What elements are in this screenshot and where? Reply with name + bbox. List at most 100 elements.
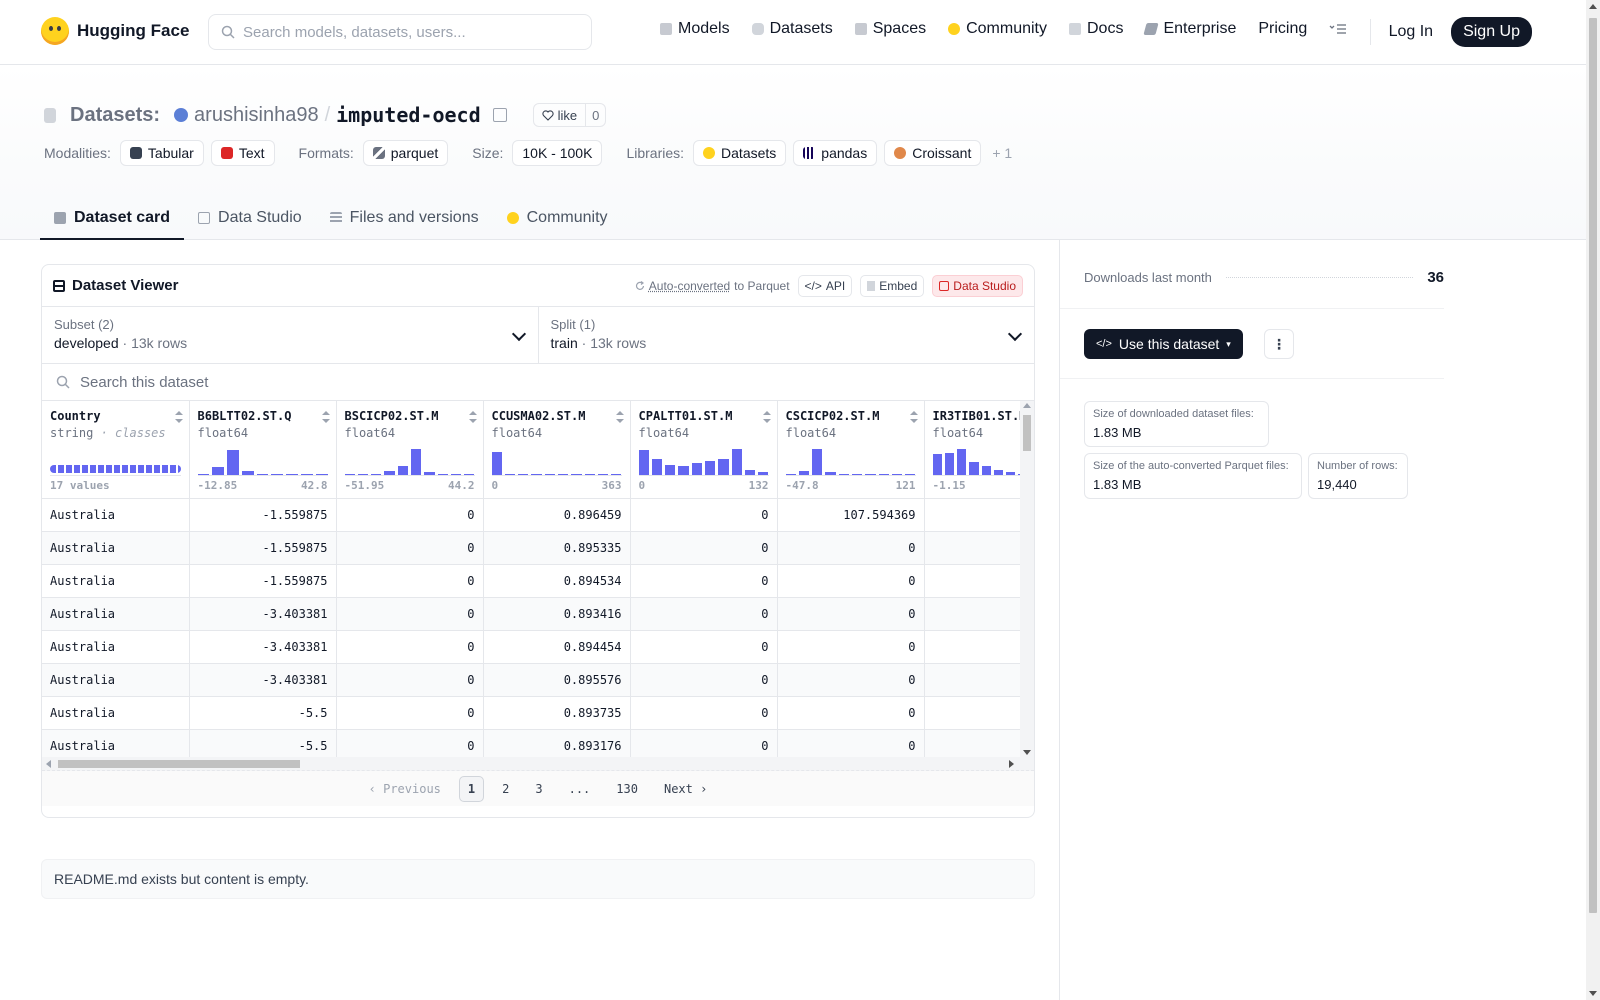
- histogram-bar[interactable]: [993, 470, 1003, 475]
- histogram-bar[interactable]: [718, 459, 729, 475]
- tag-parquet[interactable]: parquet: [362, 140, 449, 166]
- histogram-bar[interactable]: [227, 450, 239, 475]
- histogram-bar[interactable]: [944, 453, 954, 475]
- like-button[interactable]: like 0: [532, 103, 607, 127]
- histogram-bar[interactable]: [825, 472, 836, 475]
- subset-select[interactable]: Subset (2) developed · 13k rows: [42, 307, 538, 363]
- data-studio-button[interactable]: Data Studio: [932, 274, 1023, 297]
- column-header[interactable]: CSCICP02.ST.M float64 -47.8 121: [777, 401, 925, 499]
- class-distribution-bar[interactable]: [50, 448, 181, 476]
- histogram-bar[interactable]: [957, 449, 967, 475]
- use-dataset-button[interactable]: </> Use this dataset ▾: [1084, 329, 1243, 359]
- data-table-wrap[interactable]: Country string · classes 17 values B6BLTT02…: [42, 401, 1034, 757]
- table-row[interactable]: Australia -3.403381 0 0.895576 0 0: [42, 663, 1034, 697]
- histogram-bar[interactable]: [410, 449, 422, 475]
- histogram-bar[interactable]: [785, 474, 796, 475]
- histogram-bar[interactable]: [197, 474, 210, 475]
- sort-icon[interactable]: [174, 411, 183, 423]
- histogram-bar[interactable]: [491, 452, 502, 475]
- histogram-bar[interactable]: [344, 474, 355, 475]
- auto-converted-link[interactable]: Auto-converted: [648, 278, 731, 293]
- table-horizontal-scrollbar[interactable]: [42, 757, 1034, 771]
- histogram-bar[interactable]: [241, 471, 254, 475]
- histogram-bar[interactable]: [384, 471, 395, 475]
- page-scrollbar[interactable]: [1586, 0, 1600, 1000]
- table-row[interactable]: Australia -1.559875 0 0.895335 0 0: [42, 531, 1034, 565]
- histogram-bar[interactable]: [584, 474, 595, 475]
- histogram-bar[interactable]: [905, 474, 916, 475]
- global-search-input[interactable]: [243, 23, 573, 41]
- histogram-bar[interactable]: [798, 471, 810, 475]
- split-select[interactable]: Split (1) train · 13k rows: [537, 307, 1035, 363]
- histogram-bar[interactable]: [300, 474, 313, 475]
- table-row[interactable]: Australia -1.559875 0 0.896459 0 107.594369: [42, 498, 1034, 532]
- histogram-bar[interactable]: [981, 466, 991, 475]
- tag-pandas[interactable]: pandas: [793, 140, 878, 166]
- sort-icon[interactable]: [762, 411, 771, 423]
- histogram-bar[interactable]: [812, 449, 823, 475]
- nav-community[interactable]: Community: [948, 20, 1047, 38]
- nav-pricing[interactable]: Pricing: [1258, 20, 1307, 38]
- tab-data-studio[interactable]: Data Studio: [184, 197, 316, 240]
- column-header[interactable]: Country string · classes 17 values: [42, 401, 190, 499]
- histogram-bar[interactable]: [651, 459, 663, 475]
- table-row[interactable]: Australia -3.403381 0 0.894454 0 0: [42, 630, 1034, 664]
- histogram-bar[interactable]: [286, 474, 298, 475]
- tag-tabular[interactable]: Tabular: [119, 140, 204, 166]
- dataset-search-input[interactable]: [80, 373, 580, 391]
- page-last[interactable]: 130: [616, 781, 638, 796]
- histogram-bar[interactable]: [851, 474, 863, 475]
- histogram-bar[interactable]: [932, 454, 942, 475]
- histogram-bar[interactable]: [865, 474, 876, 475]
- histogram-bar[interactable]: [838, 474, 849, 475]
- tab-community[interactable]: Community: [493, 197, 622, 240]
- table-row[interactable]: Australia -1.559875 0 0.894534 0 0: [42, 564, 1034, 598]
- histogram-bar[interactable]: [212, 467, 225, 475]
- copy-icon[interactable]: [492, 108, 507, 122]
- column-header[interactable]: CPALTT01.ST.M float64 0 132: [630, 401, 778, 499]
- column-header[interactable]: IR3TIB01.ST.M float64 -1.15: [924, 401, 1034, 499]
- histogram-bar[interactable]: [638, 450, 649, 475]
- histogram-bar[interactable]: [371, 474, 382, 475]
- global-search[interactable]: [208, 14, 592, 50]
- column-header[interactable]: CCUSMA02.ST.M float64 0 363: [483, 401, 631, 499]
- brand-link[interactable]: Hugging Face: [41, 17, 189, 45]
- histogram-bar[interactable]: [357, 474, 369, 475]
- histogram-bar[interactable]: [691, 463, 702, 475]
- histogram-bar[interactable]: [597, 474, 609, 475]
- section-label[interactable]: Datasets:: [70, 103, 161, 126]
- tag-size[interactable]: 10K - 100K: [512, 140, 603, 166]
- histogram-bar[interactable]: [544, 474, 555, 475]
- previous-page[interactable]: ‹ Previous: [368, 781, 441, 796]
- histogram-bar[interactable]: [437, 474, 448, 475]
- table-vertical-scrollbar[interactable]: [1020, 401, 1034, 757]
- tag-croissant[interactable]: Croissant: [884, 140, 982, 166]
- histogram-bar[interactable]: [464, 474, 475, 475]
- login-link[interactable]: Log In: [1388, 23, 1434, 40]
- owner-link[interactable]: arushisinha98: [194, 103, 319, 126]
- histogram-bar[interactable]: [397, 466, 408, 475]
- api-button[interactable]: </> API: [797, 274, 853, 297]
- page-1[interactable]: 1: [458, 775, 485, 802]
- nav-spaces[interactable]: Spaces: [854, 20, 926, 38]
- sort-icon[interactable]: [615, 411, 624, 423]
- histogram-bar[interactable]: [504, 474, 516, 475]
- sort-icon[interactable]: [468, 411, 477, 423]
- column-header[interactable]: B6BLTT02.ST.Q float64 -12.85 42.8: [189, 401, 337, 499]
- histogram-bar[interactable]: [571, 474, 582, 475]
- histogram-bar[interactable]: [891, 474, 903, 475]
- dataset-search[interactable]: [42, 364, 1034, 401]
- histogram-bar[interactable]: [271, 474, 284, 475]
- nav-models[interactable]: Models: [660, 20, 730, 38]
- histogram-bar[interactable]: [678, 466, 689, 475]
- tag-datasets[interactable]: Datasets: [693, 140, 787, 166]
- tag-text[interactable]: Text: [210, 140, 275, 166]
- nav-datasets[interactable]: Datasets: [751, 20, 833, 38]
- histogram-bar[interactable]: [518, 474, 529, 475]
- histogram-bar[interactable]: [557, 474, 569, 475]
- histogram-bar[interactable]: [256, 474, 269, 475]
- sort-icon[interactable]: [909, 411, 918, 423]
- more-options-button[interactable]: ⋮: [1264, 329, 1294, 359]
- nav-more-menu[interactable]: [1329, 23, 1347, 35]
- more-libraries[interactable]: + 1: [992, 145, 1013, 161]
